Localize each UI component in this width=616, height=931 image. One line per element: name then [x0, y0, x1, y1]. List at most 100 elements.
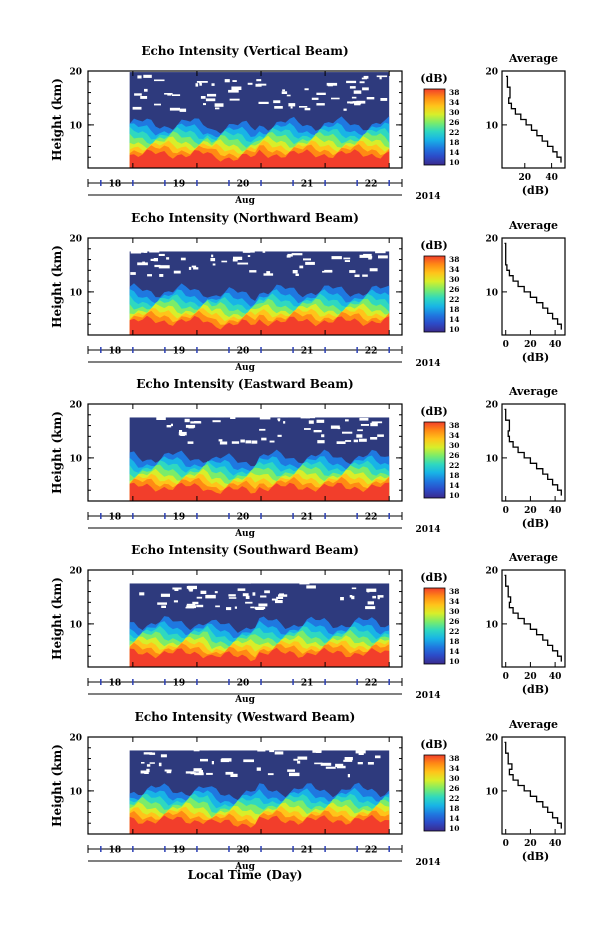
missing-data-gap [139, 592, 145, 596]
missing-data-gap [215, 605, 220, 608]
missing-data-gap [166, 769, 172, 774]
missing-data-gap [199, 83, 202, 86]
missing-data-gap [218, 409, 225, 413]
month-label: Aug [234, 196, 256, 206]
missing-data-gap [314, 762, 323, 765]
missing-data-gap [254, 606, 266, 610]
average-x-label: (dB) [522, 351, 549, 364]
missing-data-gap [277, 434, 282, 437]
missing-data-gap [277, 575, 285, 579]
colorbar-tick-label: 10 [449, 824, 459, 833]
missing-data-gap [191, 746, 200, 750]
missing-data-gap [147, 274, 152, 277]
y-axis-label: Height (km) [50, 744, 64, 827]
y-tick-label: 10 [69, 121, 82, 131]
colorbar [423, 255, 446, 333]
average-profile-plot: Average 20 10 0 20 40(dB) [485, 551, 566, 696]
year-label: 2014 [415, 691, 440, 701]
missing-data-gap [140, 96, 148, 99]
missing-data-gap [178, 431, 187, 436]
missing-data-gap [357, 429, 363, 432]
missing-data-gap [230, 416, 236, 419]
missing-data-gap [192, 601, 199, 605]
missing-data-gap [148, 413, 154, 416]
colorbar-tick-label: 22 [449, 627, 459, 636]
missing-data-gap [288, 103, 296, 107]
avg-y-tick-label: 10 [485, 121, 498, 131]
average-frame [501, 70, 566, 169]
missing-data-gap [161, 605, 166, 608]
average-profile-plot: Average 20 10 0 20 40(dB) [485, 219, 566, 364]
missing-data-gap [336, 441, 346, 444]
missing-data-gap [231, 441, 240, 444]
colorbar-tick-label: 34 [449, 265, 459, 274]
missing-data-gap [377, 576, 388, 580]
missing-data-gap [351, 595, 355, 600]
missing-data-gap [193, 749, 200, 752]
missing-data-gap [146, 764, 151, 767]
colorbar-tick-label: 10 [449, 491, 459, 500]
missing-data-gap [366, 588, 377, 592]
missing-data-gap [256, 767, 261, 771]
missing-data-gap [356, 100, 366, 104]
missing-data-gap [299, 265, 304, 269]
average-x-label: (dB) [522, 850, 549, 863]
y-tick-label: 20 [69, 734, 82, 744]
missing-data-gap [354, 102, 361, 106]
colorbar-unit: (dB) [420, 72, 447, 85]
colorbar-tick-label: 22 [449, 794, 459, 803]
missing-data-gap [212, 94, 216, 96]
missing-data-gap [138, 250, 148, 253]
missing-data-gap [304, 428, 311, 430]
colorbar-tick-label: 34 [449, 597, 459, 606]
missing-data-gap [316, 247, 322, 250]
missing-data-gap [345, 440, 352, 442]
missing-data-gap [374, 421, 378, 425]
missing-data-gap [362, 87, 369, 91]
missing-data-gap [340, 597, 344, 601]
year-label: 2014 [415, 192, 440, 202]
missing-data-gap [211, 254, 214, 258]
avg-y-tick-label: 10 [485, 288, 498, 298]
missing-data-gap [377, 434, 384, 437]
colorbar-tick-label: 38 [449, 754, 459, 763]
missing-data-gap [355, 750, 366, 754]
missing-data-gap [220, 758, 229, 763]
missing-data-gap [242, 251, 251, 253]
x-tick-label: 19 [173, 180, 186, 190]
missing-data-gap [195, 242, 200, 245]
missing-data-gap [235, 413, 240, 417]
missing-data-gap [212, 413, 217, 416]
missing-data-gap [247, 255, 251, 257]
missing-data-gap [275, 600, 283, 604]
colorbar-tick-label: 22 [449, 128, 459, 137]
missing-data-gap [215, 744, 221, 747]
colorbar [423, 587, 446, 665]
missing-data-gap [186, 605, 196, 609]
missing-data-gap [172, 587, 182, 590]
missing-data-gap [295, 742, 303, 745]
missing-data-gap [256, 79, 262, 82]
missing-data-gap [281, 414, 288, 418]
missing-data-gap [305, 261, 315, 265]
missing-data-gap [304, 107, 311, 111]
missing-data-gap [332, 408, 339, 411]
x-tick-label: 22 [365, 679, 378, 689]
missing-data-gap [311, 97, 319, 100]
x-tick-label: 21 [301, 347, 314, 357]
avg-x-tick-label: 40 [549, 839, 562, 849]
intensity-layer [129, 315, 390, 335]
colorbar-tick-label: 26 [449, 285, 459, 294]
missing-data-gap [370, 437, 378, 440]
missing-data-gap [346, 80, 357, 84]
missing-data-gap [130, 272, 136, 275]
x-tick-label: 18 [109, 347, 122, 357]
heatmap [129, 572, 390, 667]
missing-data-gap [359, 81, 365, 84]
missing-data-gap [201, 747, 209, 751]
x-tick-label: 22 [365, 180, 378, 190]
missing-data-gap [309, 574, 318, 579]
panel-title: Echo Intensity (Northward Beam) [131, 211, 359, 225]
missing-data-gap [180, 257, 186, 261]
missing-data-gap [176, 245, 187, 248]
